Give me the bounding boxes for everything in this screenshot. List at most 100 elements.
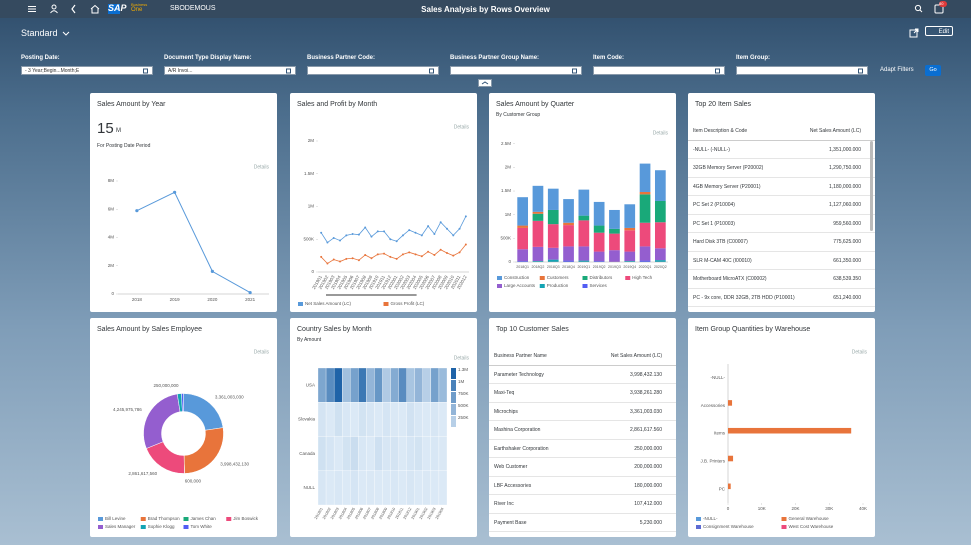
back-icon[interactable]	[71, 4, 76, 14]
heat-cell	[438, 367, 448, 403]
y-tick-label: J.B. Printers	[700, 458, 725, 463]
x-tick-label: 2018Q2	[532, 265, 545, 269]
bar-segment	[609, 228, 620, 234]
filter-input[interactable]	[593, 66, 725, 75]
heat-cell	[390, 470, 399, 506]
table-row: River Inc 107,412.000	[489, 495, 676, 514]
chart: Details 0 2M 4M 6M 8M 2018 2019 2020 2021	[108, 164, 270, 302]
details-link[interactable]: Details	[254, 164, 270, 170]
filter-input[interactable]: A/R Invoi...	[164, 66, 296, 75]
home-icon[interactable]	[90, 4, 100, 14]
x-tick-label: 2018Q1	[516, 265, 529, 269]
legend-label: James Chan	[191, 516, 217, 521]
data-label: 4,245,975,786	[113, 407, 142, 412]
heat-cell	[358, 367, 367, 403]
menu-icon[interactable]	[28, 6, 36, 12]
card-title: Sales Amount by Quarter	[496, 101, 575, 108]
table-row: Hard Disk 3TB (C00007) 775,625.000	[688, 233, 875, 252]
bar-segment	[578, 260, 590, 262]
x-tick-label: 20K	[791, 506, 799, 511]
value-help-shape	[572, 68, 577, 74]
bar-segment	[639, 194, 651, 223]
data-point	[433, 233, 436, 236]
filter-input[interactable]	[307, 66, 439, 75]
data-point	[427, 250, 430, 253]
scale-label: 750K	[458, 391, 469, 396]
legend-label: Services	[590, 283, 608, 288]
bar-segment	[517, 197, 529, 226]
data-point	[383, 252, 386, 255]
bar-segment	[517, 225, 529, 228]
heat-cell	[366, 470, 375, 506]
value-help-shape	[858, 68, 863, 74]
details-link[interactable]: Details	[254, 349, 270, 355]
bar-segment	[593, 251, 605, 262]
column-label: 201807	[362, 507, 372, 520]
card: Sales Amount by Quarter By Customer Group…	[489, 93, 676, 312]
legend-label: Production	[547, 283, 569, 288]
bar	[728, 400, 733, 406]
details-link[interactable]: Details	[454, 355, 470, 361]
bar-segment	[532, 211, 544, 214]
y-tick-label: 8M	[108, 178, 115, 183]
data-point	[433, 253, 436, 256]
go-button[interactable]: Go	[925, 65, 941, 76]
data-point	[320, 255, 323, 258]
collapse-toggle[interactable]	[478, 79, 492, 87]
filter-input[interactable]	[736, 66, 868, 75]
heat-cell	[398, 367, 407, 403]
column-label: 201903	[427, 507, 437, 520]
x-tick-label: 2019Q4	[623, 265, 636, 269]
search-icon[interactable]	[914, 4, 923, 13]
x-tick-label: 40K	[859, 506, 867, 511]
data-point	[408, 251, 411, 254]
x-tick-label: 202011	[450, 274, 462, 290]
table-row: PC - 9x core, DDR 32GB, 2TB HDD (P10001)…	[688, 289, 875, 307]
column-label: 201902	[419, 507, 429, 520]
value-help-shape	[715, 68, 720, 74]
bar-segment	[563, 260, 574, 262]
legend-swatch	[582, 276, 588, 280]
details-link[interactable]: Details	[852, 349, 868, 355]
x-tick-label: 2019Q3	[608, 265, 621, 269]
legend-label: Construction	[504, 275, 530, 280]
table-cell: 661,350.000	[833, 257, 861, 264]
donut-slice	[183, 427, 224, 474]
x-tick-label: 2020	[207, 297, 218, 302]
notification-icon[interactable]	[934, 4, 944, 14]
details-link[interactable]: Details	[454, 124, 470, 130]
details-link[interactable]: Details	[653, 130, 669, 136]
data-point	[376, 230, 379, 233]
y-tick-label: -NULL-	[710, 375, 725, 380]
data-point	[135, 209, 139, 213]
variant-select[interactable]: Standard	[21, 28, 58, 38]
edit-button[interactable]: Edit	[925, 26, 953, 36]
y-tick-label: PC	[719, 486, 726, 491]
logo-sub: One	[131, 7, 143, 13]
table-cell: Earthshaker Corporation	[494, 445, 549, 452]
data-point	[464, 215, 467, 218]
heat-cell	[358, 436, 367, 471]
heat-cell	[398, 470, 407, 506]
y-tick-label: 1.5M	[501, 188, 511, 193]
column-label: 201810	[387, 507, 397, 520]
table-row: Motherboard MicroATX (C00002) 638,539.350	[688, 270, 875, 289]
filter-input[interactable]: - 3 Year;Begin...Month;E	[21, 66, 153, 75]
bar-segment	[639, 246, 651, 261]
scale-swatch	[451, 368, 456, 379]
data-point	[452, 254, 455, 257]
variant-arrow[interactable]	[61, 29, 71, 39]
data-point	[339, 239, 342, 242]
column-label: 201804	[338, 507, 348, 520]
data-point	[248, 290, 252, 295]
share-icon[interactable]	[908, 27, 920, 39]
row-label: USA	[306, 382, 315, 387]
y-tick-label: 1M	[308, 204, 315, 209]
heat-cell	[325, 470, 335, 506]
adapt-filters-link[interactable]: Adapt Filters	[880, 67, 914, 73]
heat-cell	[342, 470, 351, 506]
data-point	[357, 259, 360, 262]
profile-icon[interactable]	[50, 4, 58, 14]
value-help-icon	[143, 68, 148, 74]
filter-input[interactable]	[450, 66, 582, 75]
